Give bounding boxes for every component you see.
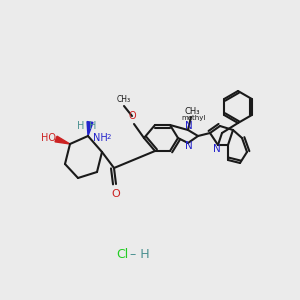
- Text: O: O: [128, 111, 136, 121]
- Text: CH₃: CH₃: [184, 106, 200, 116]
- Text: NH: NH: [93, 133, 107, 143]
- Text: H: H: [89, 121, 97, 131]
- Text: N: N: [185, 141, 193, 151]
- Text: O: O: [112, 189, 120, 199]
- Polygon shape: [55, 136, 70, 144]
- Text: 2: 2: [107, 134, 111, 140]
- Text: – H: – H: [130, 248, 150, 262]
- Text: Cl: Cl: [116, 248, 128, 262]
- Text: methyl: methyl: [182, 115, 206, 121]
- Text: N: N: [185, 121, 193, 131]
- Text: H: H: [77, 121, 85, 131]
- Polygon shape: [87, 122, 93, 136]
- Text: CH₃: CH₃: [117, 95, 131, 104]
- Text: HO: HO: [40, 133, 56, 143]
- Text: N: N: [213, 144, 221, 154]
